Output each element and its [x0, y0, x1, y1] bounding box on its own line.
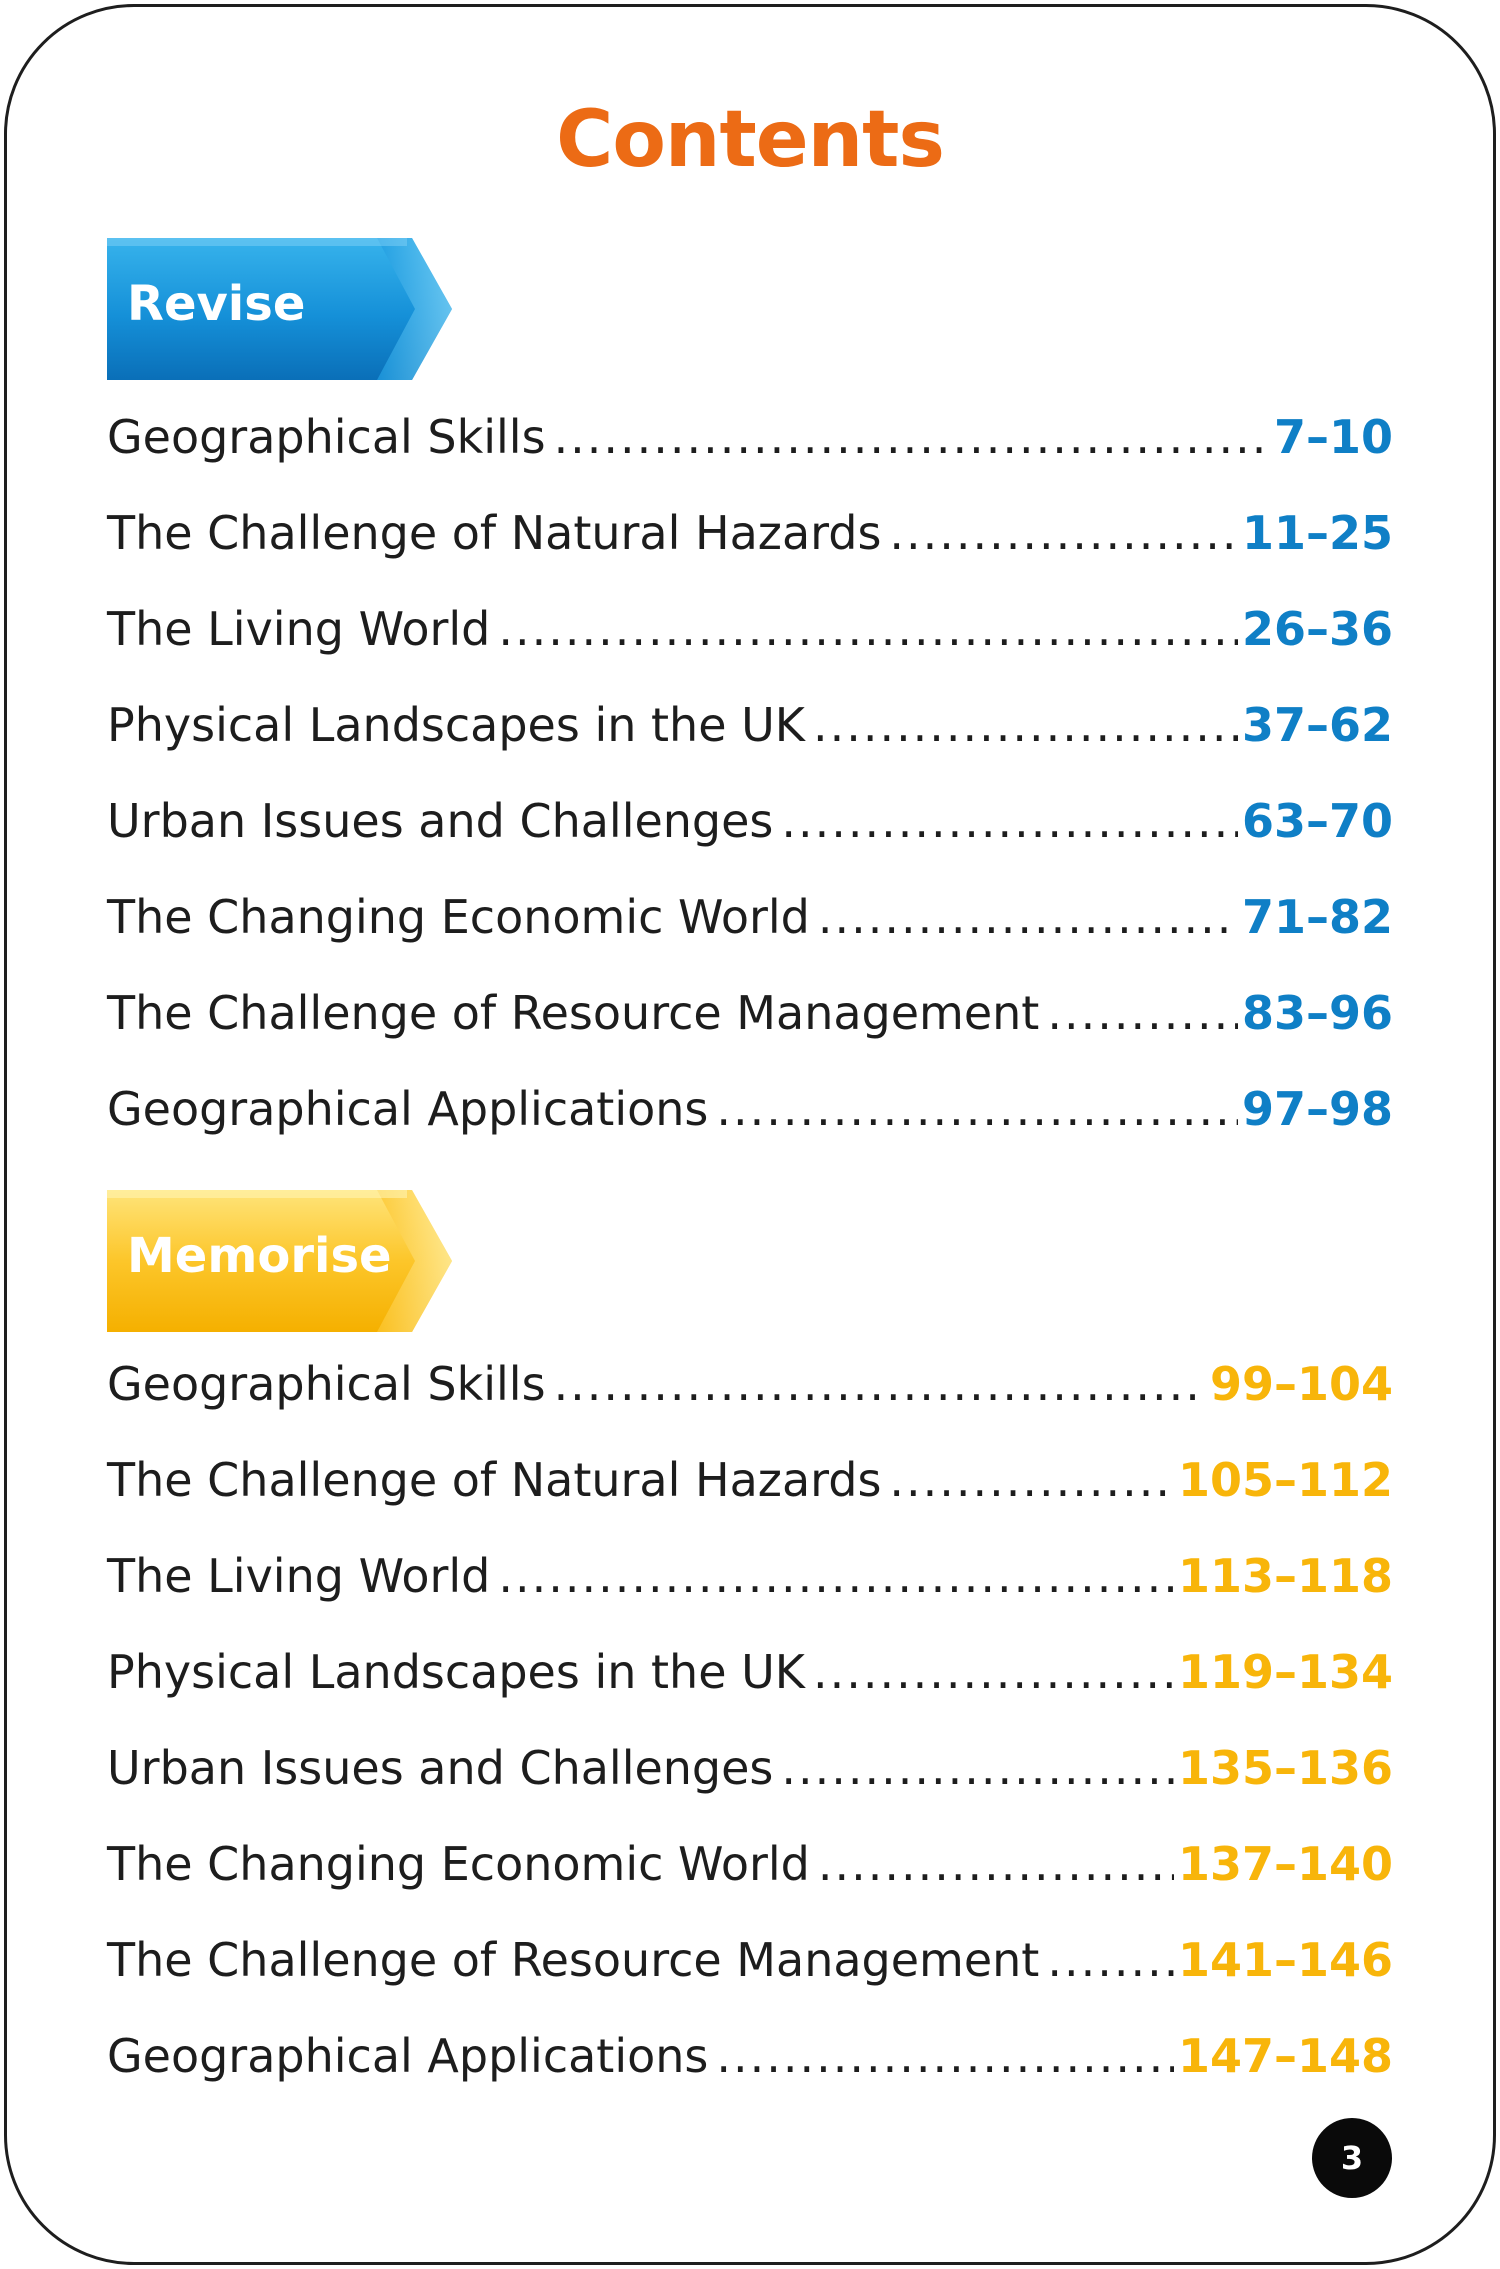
leader-dots [813, 1645, 1174, 1699]
toc-entry-pages: 97–98 [1241, 1082, 1393, 1136]
toc-entry-pages: 63–70 [1241, 794, 1393, 848]
toc-entry[interactable]: Urban Issues and Challenges 135–136 [107, 1741, 1393, 1837]
leader-dots [554, 410, 1270, 464]
leader-dots [818, 1837, 1174, 1891]
toc-entry-title: The Changing Economic World [107, 890, 810, 944]
toc-entry-title: The Changing Economic World [107, 1837, 810, 1891]
toc-entry-title: The Challenge of Natural Hazards [107, 1453, 882, 1507]
leader-dots [889, 506, 1238, 560]
memorise-section-banner: Memorise [107, 1190, 457, 1332]
leader-dots [1047, 1933, 1174, 1987]
toc-entry-pages: 11–25 [1241, 506, 1393, 560]
toc-entry[interactable]: Geographical Applications 147–148 [107, 2029, 1393, 2125]
memorise-banner-arrow-shape [107, 1190, 452, 1332]
leader-dots [818, 890, 1238, 944]
leader-dots [498, 602, 1238, 656]
toc-entry[interactable]: Geographical Skills 7–10 [107, 410, 1393, 506]
toc-entry-pages: 37–62 [1241, 698, 1393, 752]
leader-dots [716, 1082, 1238, 1136]
toc-entry[interactable]: Physical Landscapes in the UK 37–62 [107, 698, 1393, 794]
leader-dots [498, 1549, 1174, 1603]
toc-entry[interactable]: The Living World 113–118 [107, 1549, 1393, 1645]
toc-entry[interactable]: The Changing Economic World 137–140 [107, 1837, 1393, 1933]
toc-entry[interactable]: The Living World 26–36 [107, 602, 1393, 698]
toc-entry-title: Geographical Skills [107, 410, 546, 464]
toc-entry-title: The Challenge of Resource Management [107, 1933, 1040, 1987]
toc-entry-pages: 7–10 [1273, 410, 1393, 464]
leader-dots [781, 794, 1238, 848]
revise-section-label: Revise [127, 276, 306, 332]
toc-entry-title: Physical Landscapes in the UK [107, 698, 805, 752]
toc-entry[interactable]: Physical Landscapes in the UK 119–134 [107, 1645, 1393, 1741]
toc-entry[interactable]: Urban Issues and Challenges 63–70 [107, 794, 1393, 890]
toc-entry-title: Geographical Applications [107, 2029, 709, 2083]
memorise-entries-list: Geographical Skills 99–104 The Challenge … [107, 1357, 1393, 2125]
page-number-badge: 3 [1312, 2118, 1392, 2198]
toc-entry-pages: 99–104 [1209, 1357, 1393, 1411]
toc-entry-title: The Challenge of Natural Hazards [107, 506, 882, 560]
toc-entry-pages: 83–96 [1241, 986, 1393, 1040]
toc-entry-title: Urban Issues and Challenges [107, 1741, 774, 1795]
toc-entry[interactable]: The Challenge of Natural Hazards 105–112 [107, 1453, 1393, 1549]
toc-entry-title: The Challenge of Resource Management [107, 986, 1040, 1040]
toc-entry[interactable]: The Challenge of Resource Management 83–9… [107, 986, 1393, 1082]
toc-entry-title: Urban Issues and Challenges [107, 794, 774, 848]
toc-entry-pages: 147–148 [1177, 2029, 1393, 2083]
toc-entry-pages: 135–136 [1177, 1741, 1393, 1795]
leader-dots [813, 698, 1238, 752]
revise-entries-list: Geographical Skills 7–10 The Challenge of… [107, 410, 1393, 1178]
toc-entry-pages: 71–82 [1241, 890, 1393, 944]
toc-entry-pages: 137–140 [1177, 1837, 1393, 1891]
toc-entry[interactable]: The Challenge of Natural Hazards 11–25 [107, 506, 1393, 602]
toc-entry-title: Geographical Skills [107, 1357, 546, 1411]
toc-entry-pages: 141–146 [1177, 1933, 1393, 1987]
page-title: Contents [556, 95, 945, 185]
leader-dots [1047, 986, 1238, 1040]
toc-entry[interactable]: The Challenge of Resource Management 141–… [107, 1933, 1393, 2029]
toc-entry-title: The Living World [107, 1549, 491, 1603]
toc-entry-pages: 26–36 [1241, 602, 1393, 656]
memorise-section-label: Memorise [127, 1228, 392, 1284]
toc-entry[interactable]: Geographical Skills 99–104 [107, 1357, 1393, 1453]
toc-entry[interactable]: Geographical Applications 97–98 [107, 1082, 1393, 1178]
toc-entry-title: Geographical Applications [107, 1082, 709, 1136]
toc-entry[interactable]: The Changing Economic World 71–82 [107, 890, 1393, 986]
leader-dots [716, 2029, 1174, 2083]
toc-entry-title: Physical Landscapes in the UK [107, 1645, 805, 1699]
leader-dots [889, 1453, 1174, 1507]
leader-dots [781, 1741, 1174, 1795]
revise-section-banner: Revise [107, 238, 457, 380]
toc-entry-pages: 119–134 [1177, 1645, 1393, 1699]
toc-entry-pages: 105–112 [1177, 1453, 1393, 1507]
toc-entry-title: The Living World [107, 602, 491, 656]
leader-dots [554, 1357, 1206, 1411]
toc-entry-pages: 113–118 [1177, 1549, 1393, 1603]
revise-banner-arrow-shape [107, 238, 452, 380]
